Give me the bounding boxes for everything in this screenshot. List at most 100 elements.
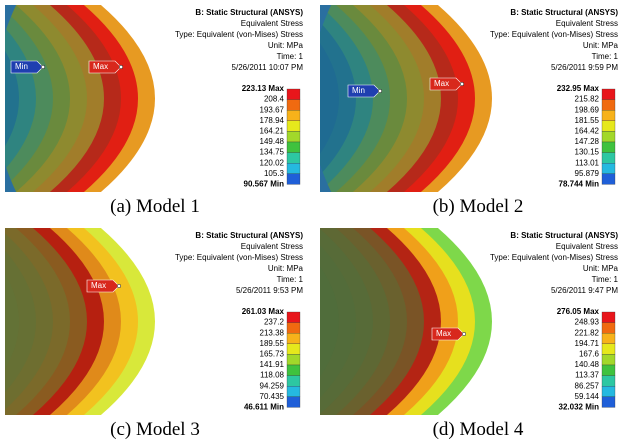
legend-swatch bbox=[287, 153, 300, 164]
header-line: B: Static Structural (ANSYS) bbox=[510, 231, 618, 240]
figure: B: Static Structural (ANSYS) Equivalent S… bbox=[0, 0, 634, 444]
header-line: B: Static Structural (ANSYS) bbox=[195, 231, 303, 240]
legend-swatch bbox=[287, 121, 300, 132]
marker-dot bbox=[462, 332, 466, 336]
legend-label: 32.032 Min bbox=[559, 403, 600, 412]
header-line: Type: Equivalent (von-Mises) Stress bbox=[175, 253, 303, 262]
legend-label: 167.6 bbox=[579, 350, 600, 359]
caption: (c) Model 3 bbox=[110, 419, 200, 440]
marker-label: Min bbox=[15, 62, 28, 71]
legend-swatch bbox=[602, 131, 615, 142]
contour bbox=[279, 0, 492, 197]
caption: (b) Model 2 bbox=[433, 196, 524, 217]
legend-label: 194.71 bbox=[575, 339, 600, 348]
header-line: Unit: MPa bbox=[268, 41, 304, 50]
header-line: Time: 1 bbox=[592, 275, 619, 284]
legend-label: 59.144 bbox=[575, 392, 600, 401]
legend-label: 189.55 bbox=[260, 339, 285, 348]
legend-label: 215.82 bbox=[575, 95, 600, 104]
header-line: Type: Equivalent (von-Mises) Stress bbox=[490, 30, 618, 39]
header-line: 5/26/2011 9:59 PM bbox=[551, 63, 618, 72]
legend-swatch bbox=[287, 376, 300, 387]
legend-label: 232.95 Max bbox=[557, 84, 600, 93]
header-line: B: Static Structural (ANSYS) bbox=[510, 8, 618, 17]
legend-swatch bbox=[602, 354, 615, 365]
legend-label: 95.879 bbox=[575, 169, 600, 178]
marker-dot bbox=[117, 284, 121, 288]
legend-label: 165.73 bbox=[260, 350, 285, 359]
legend-swatch bbox=[287, 344, 300, 355]
legend-swatch bbox=[287, 397, 300, 408]
legend-label: 120.02 bbox=[260, 158, 285, 167]
legend-swatch bbox=[602, 110, 615, 121]
legend-swatch bbox=[602, 153, 615, 164]
legend-label: 237.2 bbox=[264, 318, 285, 327]
header-line: Time: 1 bbox=[277, 52, 304, 61]
marker-label: Max bbox=[91, 281, 106, 290]
header-line: 5/26/2011 9:53 PM bbox=[236, 286, 303, 295]
legend-label: 94.259 bbox=[260, 381, 285, 390]
marker-label: Min bbox=[352, 86, 365, 95]
header-line: Type: Equivalent (von-Mises) Stress bbox=[490, 253, 618, 262]
legend-label: 90.567 Min bbox=[244, 180, 285, 189]
legend-swatch bbox=[287, 174, 300, 185]
legend-swatch bbox=[287, 386, 300, 397]
marker-dot bbox=[41, 65, 45, 69]
legend-swatch bbox=[287, 312, 300, 323]
legend-label: 178.94 bbox=[260, 116, 285, 125]
marker-dot bbox=[460, 82, 464, 86]
legend-label: 221.82 bbox=[575, 328, 600, 337]
legend-swatch bbox=[602, 386, 615, 397]
contour bbox=[279, 223, 492, 420]
legend-label: 141.91 bbox=[260, 360, 285, 369]
panel: B: Static Structural (ANSYS) Equivalent S… bbox=[0, 223, 305, 420]
legend-swatch bbox=[602, 323, 615, 334]
legend-label: 70.435 bbox=[260, 392, 285, 401]
header-line: Equivalent Stress bbox=[241, 242, 303, 251]
legend-swatch bbox=[287, 100, 300, 111]
legend-swatch bbox=[602, 142, 615, 153]
legend-swatch bbox=[287, 110, 300, 121]
marker-dot bbox=[378, 89, 382, 93]
legend-swatch bbox=[287, 323, 300, 334]
header-line: Time: 1 bbox=[592, 52, 619, 61]
legend-swatch bbox=[602, 397, 615, 408]
legend-label: 78.744 Min bbox=[559, 180, 600, 189]
legend-swatch bbox=[602, 365, 615, 376]
legend-label: 147.28 bbox=[575, 137, 600, 146]
legend-label: 105.3 bbox=[264, 169, 285, 178]
header-line: B: Static Structural (ANSYS) bbox=[195, 8, 303, 17]
header-line: 5/26/2011 9:47 PM bbox=[551, 286, 618, 295]
legend-swatch bbox=[287, 163, 300, 174]
legend-swatch bbox=[602, 89, 615, 100]
legend-label: 118.08 bbox=[260, 371, 284, 380]
legend-label: 193.67 bbox=[260, 105, 285, 114]
legend-swatch bbox=[602, 344, 615, 355]
legend-label: 164.42 bbox=[575, 127, 600, 136]
legend-swatch bbox=[602, 163, 615, 174]
legend-label: 86.257 bbox=[575, 381, 600, 390]
marker-label: Max bbox=[436, 329, 451, 338]
caption: (d) Model 4 bbox=[433, 419, 524, 440]
header-line: Time: 1 bbox=[277, 275, 304, 284]
header-line: Unit: MPa bbox=[268, 264, 304, 273]
header-line: Type: Equivalent (von-Mises) Stress bbox=[175, 30, 303, 39]
legend-label: 46.611 Min bbox=[244, 403, 284, 412]
legend-label: 113.37 bbox=[575, 371, 599, 380]
legend-swatch bbox=[287, 365, 300, 376]
legend-label: 276.05 Max bbox=[557, 307, 600, 316]
legend-label: 248.93 bbox=[575, 318, 600, 327]
header-line: Equivalent Stress bbox=[556, 19, 618, 28]
legend-label: 164.21 bbox=[260, 127, 285, 136]
panel: B: Static Structural (ANSYS) Equivalent S… bbox=[0, 0, 305, 197]
panel: B: Static Structural (ANSYS)Equivalent S… bbox=[279, 223, 620, 420]
header-line: Equivalent Stress bbox=[241, 19, 303, 28]
legend-swatch bbox=[287, 354, 300, 365]
legend-swatch bbox=[602, 174, 615, 185]
legend-label: 198.69 bbox=[575, 105, 600, 114]
legend-label: 130.15 bbox=[575, 148, 600, 157]
legend-swatch bbox=[602, 312, 615, 323]
contour-band bbox=[0, 0, 2, 197]
legend-swatch bbox=[602, 121, 615, 132]
legend-label: 223.13 Max bbox=[242, 84, 285, 93]
